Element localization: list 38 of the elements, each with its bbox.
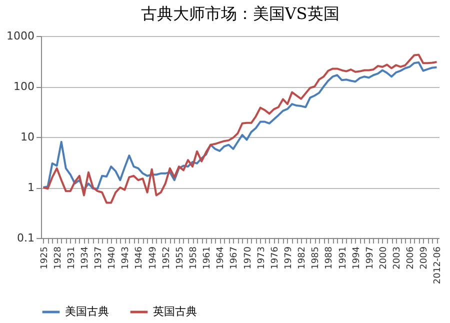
x-tick-label: 1985 xyxy=(311,246,322,270)
x-tick-label: 2003 xyxy=(392,246,403,270)
y-tick-label: 10 xyxy=(20,130,34,144)
y-tick-label: 1000 xyxy=(6,30,34,42)
y-tick-label: 100 xyxy=(14,80,34,93)
x-tick-label: 1964 xyxy=(216,246,226,270)
x-tick-label: 1940 xyxy=(108,246,118,270)
x-tick-label: 1994 xyxy=(352,246,362,270)
x-tick-label: 1928 xyxy=(53,246,64,270)
x-tick-label: 2006 xyxy=(406,246,416,270)
legend-label: 美国古典 xyxy=(65,305,109,318)
x-tick-label: 1958 xyxy=(189,246,200,270)
y-tick-label: 1 xyxy=(28,181,34,194)
x-tick-label: 1970 xyxy=(243,246,254,270)
x-tick-label: 1991 xyxy=(338,246,348,270)
x-tick-label: 1979 xyxy=(284,246,294,270)
x-tick-label: 1946 xyxy=(134,246,145,270)
x-tick-label: 1961 xyxy=(202,246,213,270)
x-tick-label: 1976 xyxy=(270,246,280,270)
x-tick-label: 1934 xyxy=(80,246,90,270)
x-tick-label: 1952 xyxy=(162,246,172,270)
x-tick-label: 1988 xyxy=(324,246,335,270)
x-tick-label: 1949 xyxy=(148,246,158,270)
x-tick-label: 1925 xyxy=(40,246,50,270)
x-tick-label: 1973 xyxy=(256,246,267,270)
x-tick-label: 2012-06 xyxy=(433,246,444,284)
x-tick-label: 1943 xyxy=(121,246,132,270)
x-tick-label: 1997 xyxy=(365,246,376,270)
x-tick-label: 2000 xyxy=(378,246,389,270)
x-tick-label: 1967 xyxy=(230,246,240,270)
x-tick-label: 2009 xyxy=(420,246,430,270)
x-tick-label: 1937 xyxy=(94,246,104,270)
chart-title: 古典大师市场：美国VS英国 xyxy=(140,4,340,23)
x-tick-label: 1955 xyxy=(175,246,186,270)
y-tick-label: 0.1 xyxy=(17,232,34,244)
legend-label: 英国古典 xyxy=(153,305,197,318)
x-tick-label: 1982 xyxy=(298,246,308,270)
x-tick-label: 1931 xyxy=(66,246,77,270)
